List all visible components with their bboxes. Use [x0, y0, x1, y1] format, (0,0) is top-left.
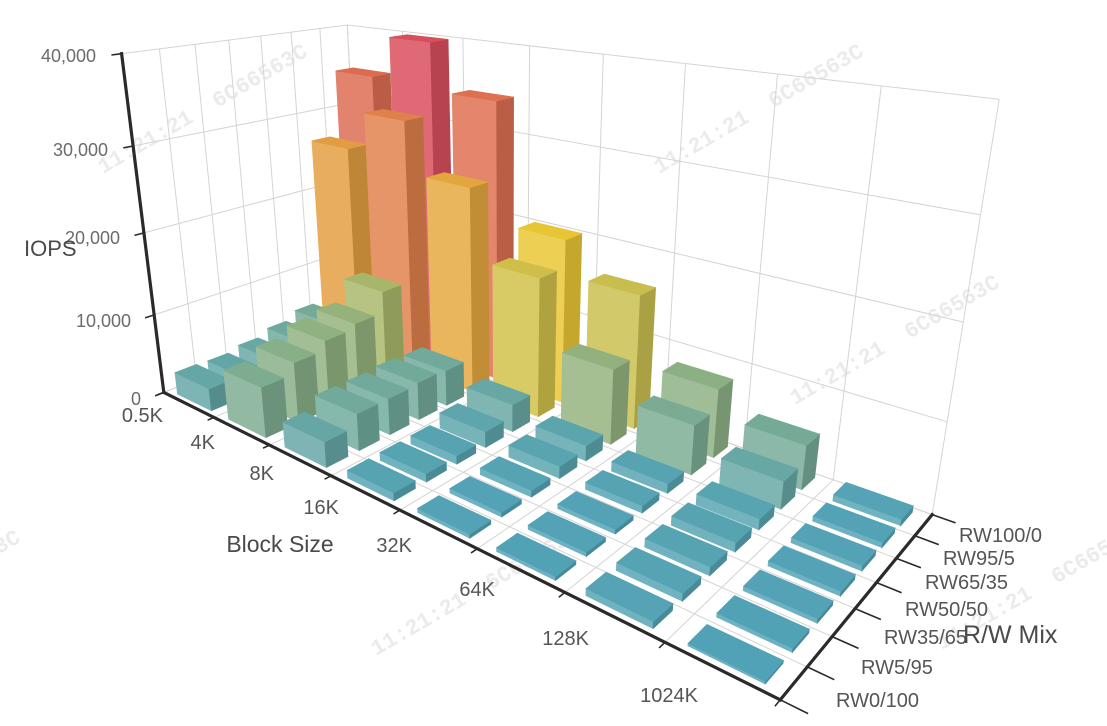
svg-text:30,000: 30,000	[53, 140, 108, 160]
svg-text:R/W Mix: R/W Mix	[963, 621, 1058, 649]
svg-text:0: 0	[131, 389, 141, 409]
svg-text:20,000: 20,000	[65, 228, 120, 248]
svg-text:4K: 4K	[191, 432, 216, 454]
svg-text:RW95/5: RW95/5	[943, 548, 1015, 570]
svg-text:64K: 64K	[459, 579, 495, 601]
svg-text:0.5K: 0.5K	[122, 405, 164, 427]
svg-text:IOPS: IOPS	[24, 236, 77, 261]
svg-text:RW5/95: RW5/95	[861, 657, 933, 679]
svg-text:16K: 16K	[303, 497, 339, 519]
svg-text:RW35/65: RW35/65	[884, 627, 967, 649]
svg-text:128K: 128K	[542, 628, 589, 650]
svg-text:8K: 8K	[250, 463, 275, 485]
svg-text:RW0/100: RW0/100	[836, 690, 919, 712]
svg-text:Block Size: Block Size	[226, 531, 333, 557]
svg-text:1024K: 1024K	[640, 685, 698, 707]
svg-text:40,000: 40,000	[41, 46, 96, 66]
svg-text:RW65/35: RW65/35	[925, 572, 1008, 594]
svg-text:RW100/0: RW100/0	[959, 525, 1042, 547]
svg-text:RW50/50: RW50/50	[905, 599, 988, 621]
svg-text:10,000: 10,000	[76, 311, 131, 331]
svg-text:32K: 32K	[376, 535, 412, 557]
